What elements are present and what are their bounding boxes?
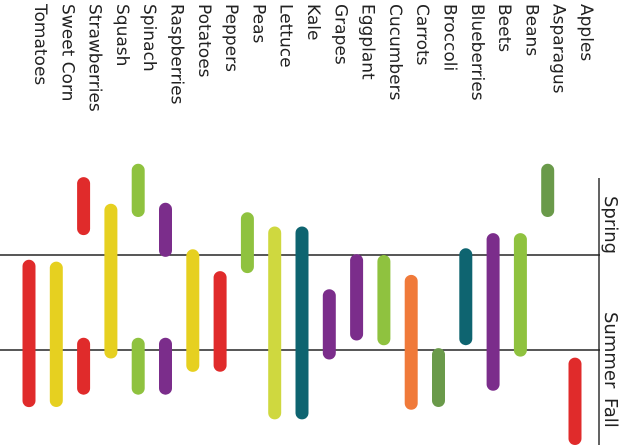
produce-label-broccoli: Broccoli (440, 4, 460, 71)
produce-label-raspberries: Raspberries (167, 4, 187, 105)
produce-label-eggplant: Eggplant (358, 4, 378, 80)
season-bar-spinach (131, 337, 145, 395)
season-bars (22, 163, 582, 445)
produce-label-blueberries: Blueberries (467, 4, 487, 101)
season-bar-raspberries (159, 337, 172, 395)
season-bar-beets (486, 233, 500, 391)
season-bar-lettuce (268, 226, 282, 420)
produce-label-squash: Squash (112, 4, 132, 66)
produce-label-asparagus: Asparagus (549, 4, 569, 94)
season-bar-potatoes (186, 249, 200, 372)
season-bar-spinach (131, 163, 145, 217)
produce-label-carrots: Carrots (412, 4, 432, 66)
produce-label-grapes: Grapes (330, 4, 350, 65)
season-bar-blueberries (459, 248, 473, 346)
season-bar-squash (104, 203, 118, 359)
produce-label-tomatoes: Tomatoes (30, 3, 50, 85)
season-bar-raspberries (159, 202, 172, 257)
season-bar-grapes (322, 289, 336, 360)
produce-label-kale: Kale (303, 4, 323, 40)
season-bar-cucumbers (377, 255, 391, 346)
season-bar-beans (513, 233, 527, 357)
produce-label-cucumbers: Cucumbers (385, 4, 405, 101)
produce-label-lettuce: Lettuce (276, 4, 296, 68)
produce-label-sweet-corn: Sweet Corn (57, 4, 77, 101)
produce-label-beans: Beans (521, 4, 541, 56)
produce-label-spinach: Spinach (139, 4, 159, 72)
season-bar-kale (295, 226, 309, 420)
season-bar-eggplant (350, 254, 364, 341)
season-bar-tomatoes (22, 259, 36, 408)
season-bar-asparagus (541, 163, 555, 217)
season-bar-peppers (213, 271, 227, 372)
season-label-summer: Summer (600, 312, 621, 389)
season-bar-broccoli (432, 348, 445, 407)
season-axis-labels: Spring Summer Fall (600, 196, 621, 428)
season-bar-strawberries (77, 337, 91, 395)
produce-labels: Apples Asparagus Beans Beets Blueberries Broc… (30, 3, 596, 112)
produce-label-beets: Beets (494, 4, 514, 52)
season-bar-peas (240, 212, 254, 274)
season-bar-carrots (404, 274, 418, 410)
produce-label-potatoes: Potatoes (194, 4, 214, 78)
season-bar-sweet-corn (49, 261, 63, 407)
produce-label-strawberries: Strawberries (85, 4, 105, 112)
produce-label-peas: Peas (248, 4, 268, 44)
produce-label-peppers: Peppers (221, 4, 241, 72)
season-label-spring: Spring (600, 196, 621, 254)
produce-label-apples: Apples (576, 4, 596, 61)
season-bar-strawberries (77, 177, 91, 236)
season-bar-apples (568, 357, 582, 445)
season-label-fall: Fall (600, 398, 621, 428)
